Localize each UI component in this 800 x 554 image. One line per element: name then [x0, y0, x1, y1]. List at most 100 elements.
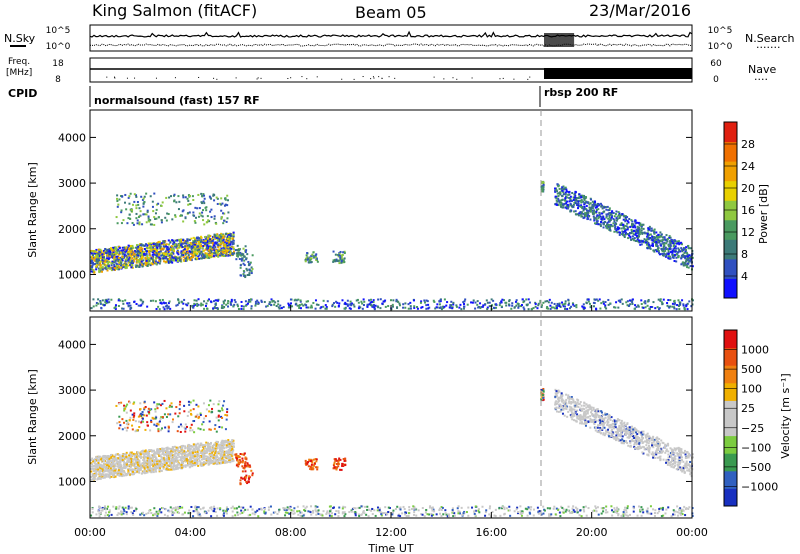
heatmap-cell: [119, 256, 122, 259]
heatmap-cell: [186, 242, 189, 245]
heatmap-cell: [116, 458, 119, 461]
heatmap-cell: [159, 467, 162, 470]
heatmap-cell: [115, 468, 118, 471]
heatmap-cell: [593, 211, 596, 214]
heatmap-cell: [630, 238, 633, 241]
heatmap-cell: [225, 303, 228, 306]
heatmap-cell: [115, 255, 118, 258]
heatmap-cell: [216, 235, 219, 238]
heatmap-cell: [624, 224, 627, 227]
heatmap-cell: [174, 452, 177, 455]
heatmap-cell: [200, 250, 203, 253]
heatmap-cell: [602, 221, 605, 224]
heatmap-cell: [172, 248, 175, 251]
heatmap-cell: [158, 262, 161, 265]
heatmap-cell: [212, 255, 215, 258]
velocity-heatmap-cells: [90, 387, 694, 518]
heatmap-cell: [486, 306, 489, 309]
heatmap-cell: [207, 249, 210, 252]
heatmap-cell: [154, 455, 157, 458]
heatmap-cell: [598, 223, 601, 226]
heatmap-cell: [376, 305, 379, 308]
heatmap-cell: [143, 262, 146, 265]
heatmap-cell: [168, 447, 171, 450]
heatmap-cell: [141, 247, 144, 250]
heatmap-cell: [188, 211, 191, 214]
heatmap-cell: [645, 239, 648, 242]
heatmap-cell: [130, 451, 133, 454]
heatmap-cell: [214, 461, 217, 464]
heatmap-cell: [138, 468, 141, 471]
heatmap-cell: [148, 464, 151, 467]
heatmap-cell: [170, 195, 173, 198]
heatmap-cell: [645, 241, 648, 244]
heatmap-cell: [101, 266, 104, 269]
heatmap-cell: [156, 248, 159, 251]
heatmap-cell: [686, 257, 689, 260]
heatmap-cell: [97, 267, 100, 270]
heatmap-cell: [626, 216, 629, 219]
heatmap-cell: [221, 237, 224, 240]
heatmap-cell: [232, 305, 235, 308]
heatmap-cell: [161, 254, 164, 257]
heatmap-cell: [182, 254, 185, 257]
heatmap-cell: [621, 223, 624, 226]
heatmap-cell: [141, 250, 144, 253]
heatmap-cell: [184, 259, 187, 262]
heatmap-cell: [240, 300, 243, 303]
heatmap-cell: [171, 246, 174, 249]
heatmap-cell: [108, 472, 111, 475]
heatmap-cell: [211, 444, 214, 447]
heatmap-cell: [150, 246, 153, 249]
heatmap-cell: [142, 262, 145, 265]
heatmap-cell: [148, 259, 151, 262]
heatmap-cell: [608, 207, 611, 210]
heatmap-cell: [675, 260, 678, 263]
heatmap-cell: [307, 306, 310, 309]
heatmap-cell: [151, 258, 154, 261]
heatmap-cell: [194, 249, 197, 252]
heatmap-cell: [438, 306, 441, 309]
heatmap-cell: [115, 462, 118, 465]
heatmap-cell: [143, 247, 146, 250]
nave-dot: [456, 78, 458, 80]
heatmap-cell: [143, 458, 146, 461]
heatmap-cell: [678, 308, 681, 311]
heatmap-cell: [682, 248, 685, 251]
heatmap-cell: [162, 240, 165, 243]
heatmap-cell: [668, 257, 671, 260]
heatmap-cell: [634, 304, 637, 307]
heatmap-cell: [114, 471, 117, 474]
heatmap-cell: [131, 222, 134, 225]
heatmap-cell: [246, 269, 249, 272]
heatmap-cell: [130, 306, 133, 309]
heatmap-cell: [131, 473, 134, 476]
heatmap-cell: [160, 242, 163, 245]
heatmap-cell: [217, 452, 220, 455]
heatmap-cell: [127, 304, 130, 307]
heatmap-cell: [150, 469, 153, 472]
heatmap-cell: [566, 196, 569, 199]
nave-dot: [381, 78, 383, 80]
heatmap-cell: [626, 222, 629, 225]
heatmap-cell: [213, 215, 216, 218]
heatmap-cell: [482, 304, 485, 307]
heatmap-cell: [299, 307, 302, 310]
heatmap-cell: [158, 454, 161, 457]
heatmap-cell: [185, 245, 188, 248]
heatmap-cell: [633, 229, 636, 232]
heatmap-cell: [249, 298, 252, 301]
heatmap-cell: [248, 263, 251, 266]
heatmap-cell: [240, 305, 243, 308]
heatmap-cell: [413, 305, 416, 308]
heatmap-cell: [273, 303, 276, 306]
heatmap-cell: [142, 202, 145, 205]
heatmap-cell: [109, 255, 112, 258]
heatmap-cell: [577, 214, 580, 217]
heatmap-cell: [124, 258, 127, 261]
heatmap-cell: [121, 259, 124, 262]
heatmap-cell: [93, 259, 96, 262]
heatmap-cell: [108, 249, 111, 252]
heatmap-cell: [197, 215, 200, 218]
nave-dot: [370, 78, 372, 80]
